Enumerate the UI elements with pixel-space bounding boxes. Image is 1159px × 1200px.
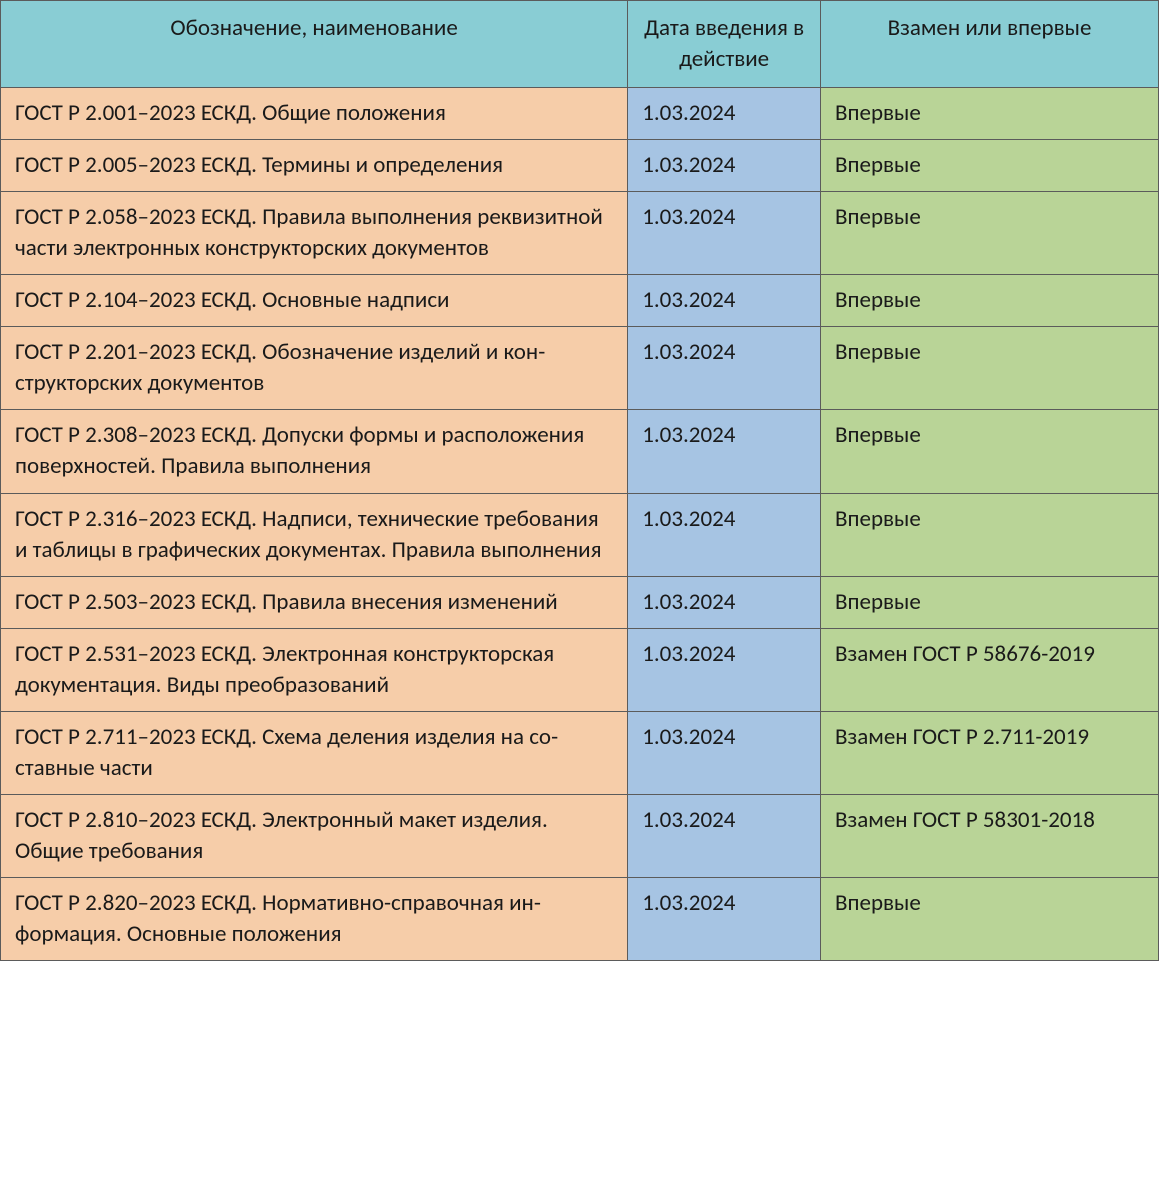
- cell-name: ГОСТ Р 2.316–2023 ЕСКД. Надписи, техниче…: [1, 493, 628, 576]
- gost-table: Обозначение, наименование Дата введения …: [0, 0, 1159, 961]
- cell-date: 1.03.2024: [628, 877, 821, 960]
- cell-note: Впервые: [821, 88, 1159, 140]
- table-body: ГОСТ Р 2.001–2023 ЕСКД. Общие положения1…: [1, 88, 1159, 961]
- table-row: ГОСТ Р 2.316–2023 ЕСКД. Надписи, техниче…: [1, 493, 1159, 576]
- cell-date: 1.03.2024: [628, 192, 821, 275]
- cell-date: 1.03.2024: [628, 794, 821, 877]
- cell-date: 1.03.2024: [628, 410, 821, 493]
- cell-date: 1.03.2024: [628, 628, 821, 711]
- cell-name: ГОСТ Р 2.201–2023 ЕСКД. Обозначение изде…: [1, 327, 628, 410]
- col-header-note: Взамен или впервые: [821, 1, 1159, 88]
- cell-note: Взамен ГОСТ Р 2.711-2019: [821, 711, 1159, 794]
- cell-note: Впервые: [821, 327, 1159, 410]
- cell-note: Впервые: [821, 192, 1159, 275]
- cell-date: 1.03.2024: [628, 576, 821, 628]
- cell-date: 1.03.2024: [628, 327, 821, 410]
- cell-note: Взамен ГОСТ Р 58676-2019: [821, 628, 1159, 711]
- cell-date: 1.03.2024: [628, 140, 821, 192]
- table-row: ГОСТ Р 2.308–2023 ЕСКД. Допуски формы и …: [1, 410, 1159, 493]
- cell-note: Впервые: [821, 576, 1159, 628]
- cell-date: 1.03.2024: [628, 275, 821, 327]
- cell-note: Впервые: [821, 877, 1159, 960]
- cell-note: Впервые: [821, 410, 1159, 493]
- col-header-name: Обозначение, наименование: [1, 1, 628, 88]
- col-header-date: Дата введения в действие: [628, 1, 821, 88]
- table-row: ГОСТ Р 2.503–2023 ЕСКД. Правила внесения…: [1, 576, 1159, 628]
- cell-name: ГОСТ Р 2.308–2023 ЕСКД. Допуски формы и …: [1, 410, 628, 493]
- cell-note: Впервые: [821, 140, 1159, 192]
- cell-note: Взамен ГОСТ Р 58301-2018: [821, 794, 1159, 877]
- cell-name: ГОСТ Р 2.810–2023 ЕСКД. Электронный маке…: [1, 794, 628, 877]
- table-row: ГОСТ Р 2.104–2023 ЕСКД. Основные надписи…: [1, 275, 1159, 327]
- cell-note: Впервые: [821, 275, 1159, 327]
- table-row: ГОСТ Р 2.201–2023 ЕСКД. Обозначение изде…: [1, 327, 1159, 410]
- table-row: ГОСТ Р 2.001–2023 ЕСКД. Общие положения1…: [1, 88, 1159, 140]
- table-row: ГОСТ Р 2.810–2023 ЕСКД. Электронный маке…: [1, 794, 1159, 877]
- cell-name: ГОСТ Р 2.503–2023 ЕСКД. Правила внесения…: [1, 576, 628, 628]
- cell-name: ГОСТ Р 2.820–2023 ЕСКД. Нормативно-справ…: [1, 877, 628, 960]
- cell-note: Впервые: [821, 493, 1159, 576]
- table-row: ГОСТ Р 2.005–2023 ЕСКД. Термины и опреде…: [1, 140, 1159, 192]
- cell-name: ГОСТ Р 2.711–2023 ЕСКД. Схема деления из…: [1, 711, 628, 794]
- table-row: ГОСТ Р 2.058–2023 ЕСКД. Правила выполнен…: [1, 192, 1159, 275]
- cell-name: ГОСТ Р 2.531–2023 ЕСКД. Электронная конс…: [1, 628, 628, 711]
- cell-date: 1.03.2024: [628, 493, 821, 576]
- cell-name: ГОСТ Р 2.005–2023 ЕСКД. Термины и опреде…: [1, 140, 628, 192]
- cell-name: ГОСТ Р 2.058–2023 ЕСКД. Правила выполнен…: [1, 192, 628, 275]
- table-header-row: Обозначение, наименование Дата введения …: [1, 1, 1159, 88]
- cell-date: 1.03.2024: [628, 88, 821, 140]
- cell-name: ГОСТ Р 2.001–2023 ЕСКД. Общие положения: [1, 88, 628, 140]
- table-row: ГОСТ Р 2.820–2023 ЕСКД. Нормативно-справ…: [1, 877, 1159, 960]
- cell-date: 1.03.2024: [628, 711, 821, 794]
- table-row: ГОСТ Р 2.531–2023 ЕСКД. Электронная конс…: [1, 628, 1159, 711]
- table-row: ГОСТ Р 2.711–2023 ЕСКД. Схема деления из…: [1, 711, 1159, 794]
- cell-name: ГОСТ Р 2.104–2023 ЕСКД. Основные надписи: [1, 275, 628, 327]
